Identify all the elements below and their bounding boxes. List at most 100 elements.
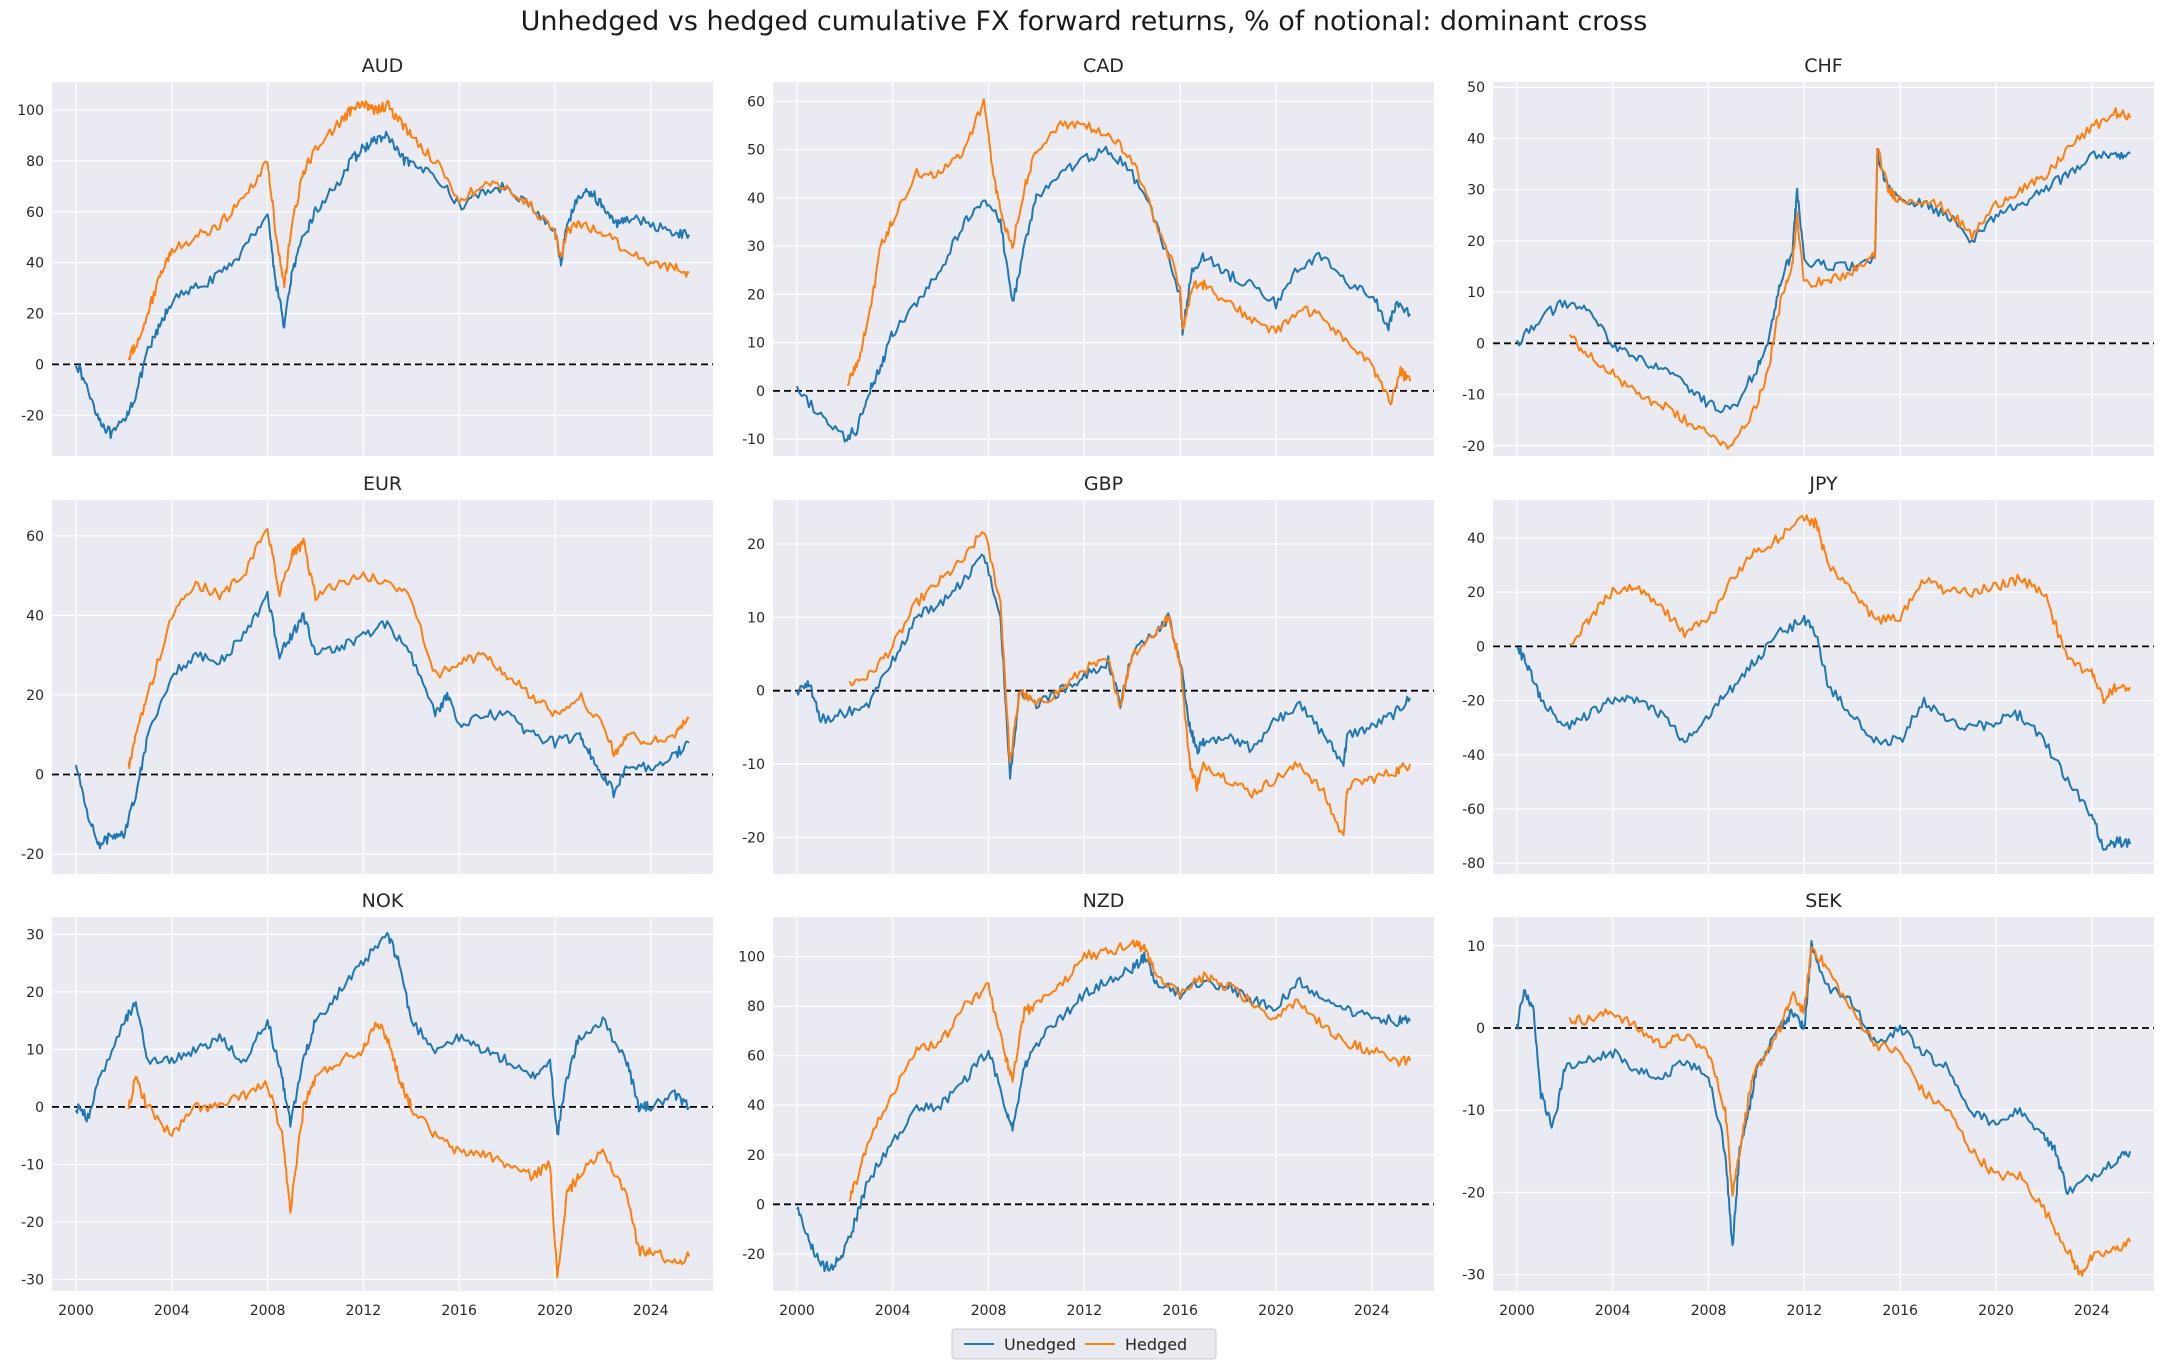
series-line-unhedged-cad	[795, 145, 1411, 443]
y-tick-label: 20	[747, 287, 765, 303]
y-tick-label: -10	[742, 757, 765, 773]
y-tick-label: 30	[26, 927, 44, 943]
y-tick-label: 40	[1467, 131, 1485, 147]
y-tick-label: 10	[747, 610, 765, 626]
panel-title-nok: NOK	[362, 890, 404, 912]
panel-title-nzd: NZD	[1083, 890, 1125, 912]
plot-area-nzd	[773, 917, 1434, 1291]
y-tick-label: 40	[26, 256, 44, 272]
y-tick-label: 20	[747, 537, 765, 553]
panel-nzd: 2000 2004 2008 2012 2016 2020 2024 -20 0 20 40 60 80…	[738, 890, 1434, 1319]
y-tick-label: 10	[1467, 285, 1485, 301]
y-tick-label: 50	[747, 143, 765, 159]
y-tick-label: 40	[26, 608, 44, 624]
panel-title-aud: AUD	[362, 55, 404, 77]
x-tick-label: 2000	[779, 1303, 815, 1319]
x-tick-label: 2004	[154, 1303, 190, 1319]
y-tick-label: 20	[1467, 585, 1485, 601]
y-tick-label: -80	[1462, 856, 1485, 872]
y-tick-label: 0	[35, 357, 44, 373]
y-tick-label: -10	[21, 1157, 44, 1173]
y-tick-label: -20	[742, 1247, 765, 1263]
x-tick-label: 2016	[441, 1303, 477, 1319]
plot-area-cad	[773, 82, 1434, 456]
y-tick-label: -30	[21, 1272, 44, 1288]
y-tick-label: -20	[1462, 694, 1485, 710]
series-line-unhedged-eur	[74, 590, 690, 850]
panel-cad: -10 0 10 20 30 40 50 60 CAD	[742, 55, 1434, 456]
y-tick-label: 0	[1476, 1021, 1485, 1037]
x-tick-label: 2012	[346, 1303, 382, 1319]
y-tick-label: -10	[742, 432, 765, 448]
y-tick-label: 20	[26, 688, 44, 704]
plot-area-aud	[52, 82, 713, 456]
panel-chf: -20 -10 0 10 20 30 40 50 CHF	[1462, 55, 2154, 456]
y-tick-label: 40	[1467, 531, 1485, 547]
y-tick-label: -60	[1462, 802, 1485, 818]
y-tick-label: -40	[1462, 748, 1485, 764]
legend-frame	[951, 1328, 1217, 1360]
panel-nok: 2000 2004 2008 2012 2016 2020 2024 -30 -20 -10 0 10…	[21, 890, 713, 1319]
x-tick-label: 2012	[1787, 1303, 1823, 1319]
y-tick-label: -20	[742, 830, 765, 846]
panel-eur: -20 0 20 40 60 EUR	[21, 473, 713, 874]
x-tick-label: 2016	[1162, 1303, 1198, 1319]
y-tick-label: 100	[17, 103, 44, 119]
y-tick-label: -20	[21, 1215, 44, 1231]
x-tick-label: 2024	[1354, 1303, 1390, 1319]
y-tick-label: 20	[26, 307, 44, 323]
series-line-hedged-sek	[1568, 946, 2132, 1277]
series-line-unhedged-sek	[1515, 940, 2132, 1247]
legend-label-unhedged: Unedged	[1004, 1335, 1076, 1354]
series-line-hedged-cad	[846, 98, 1412, 406]
y-tick-label: 50	[1467, 80, 1485, 96]
x-tick-label: 2020	[1258, 1303, 1294, 1319]
y-tick-label: 30	[1467, 183, 1485, 199]
y-tick-label: -30	[1462, 1268, 1485, 1284]
y-tick-label: -20	[1462, 1185, 1485, 1201]
panel-jpy: -80 -60 -40 -20 0 20 40 JPY	[1462, 473, 2154, 874]
y-tick-label: 40	[747, 191, 765, 207]
y-tick-label: 10	[26, 1042, 44, 1058]
y-tick-label: 20	[26, 985, 44, 1001]
y-tick-label: 0	[756, 384, 765, 400]
series-line-unhedged-nzd	[796, 951, 1411, 1273]
x-tick-label: 2008	[1691, 1303, 1727, 1319]
x-tick-label: 2012	[1067, 1303, 1103, 1319]
plot-area-gbp	[773, 500, 1434, 874]
panel-aud: -20 0 20 40 60 80 100 AUD	[17, 55, 713, 456]
y-tick-label: 60	[26, 529, 44, 545]
y-tick-label: 60	[747, 94, 765, 110]
y-tick-label: 10	[1467, 939, 1485, 955]
x-tick-label: 2000	[58, 1303, 94, 1319]
y-tick-label: 0	[35, 1100, 44, 1116]
series-line-hedged-nok	[127, 1021, 691, 1279]
x-tick-label: 2004	[875, 1303, 911, 1319]
panel-sek: 2000 2004 2008 2012 2016 2020 2024 -30 -20 -10 0 10…	[1462, 890, 2154, 1319]
x-tick-label: 2016	[1882, 1303, 1918, 1319]
x-tick-label: 2008	[250, 1303, 286, 1319]
y-tick-label: 0	[756, 684, 765, 700]
y-tick-label: 20	[1467, 234, 1485, 250]
x-tick-label: 2024	[633, 1303, 669, 1319]
series-line-unhedged-chf	[1515, 148, 2131, 414]
y-tick-label: -20	[21, 408, 44, 424]
y-tick-label: 40	[747, 1098, 765, 1114]
y-tick-label: 100	[738, 950, 765, 966]
y-tick-label: 60	[26, 205, 44, 221]
plot-area-chf	[1493, 82, 2154, 456]
series-line-hedged-eur	[127, 528, 690, 770]
y-tick-label: 0	[756, 1197, 765, 1213]
y-tick-label: 0	[1476, 639, 1485, 655]
y-tick-label: -20	[21, 847, 44, 863]
plot-area-jpy	[1493, 500, 2154, 874]
plot-area-eur	[52, 500, 713, 874]
panels: -20020406080100AUD-100102030405060CAD-20…	[17, 55, 2154, 1319]
x-tick-label: 2008	[971, 1303, 1007, 1319]
panel-title-jpy: JPY	[1808, 473, 1838, 495]
y-tick-label: 80	[747, 999, 765, 1015]
panel-title-cad: CAD	[1083, 55, 1124, 77]
y-tick-label: 80	[26, 154, 44, 170]
figure-title: Unhedged vs hedged cumulative FX forward…	[521, 6, 1648, 37]
